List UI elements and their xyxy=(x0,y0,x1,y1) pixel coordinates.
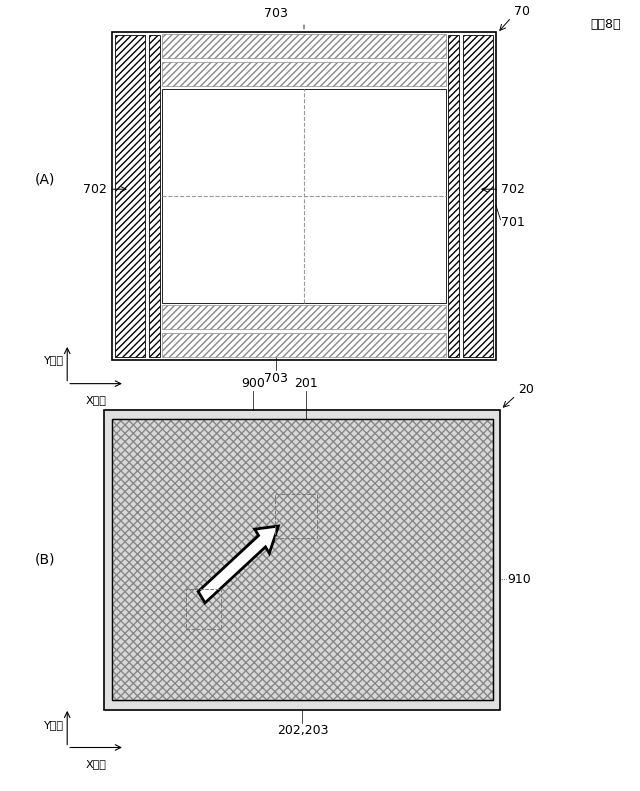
Bar xyxy=(162,35,446,58)
Text: X方向: X方向 xyxy=(86,759,106,770)
Text: 703: 703 xyxy=(264,372,287,384)
Text: 【図8】: 【図8】 xyxy=(590,18,621,31)
Bar xyxy=(112,419,493,700)
Text: (B): (B) xyxy=(35,553,55,566)
Bar xyxy=(104,410,500,710)
Text: Y方向: Y方向 xyxy=(44,355,64,365)
Text: 703: 703 xyxy=(264,7,287,20)
Text: 910: 910 xyxy=(507,573,531,586)
Text: 201: 201 xyxy=(294,377,318,390)
Text: 702: 702 xyxy=(501,183,525,195)
Bar xyxy=(112,32,496,360)
Bar xyxy=(162,333,446,357)
Bar xyxy=(112,419,493,700)
Bar xyxy=(162,305,446,329)
Bar xyxy=(275,494,317,538)
Bar xyxy=(162,89,446,303)
Bar xyxy=(112,419,493,700)
Bar xyxy=(448,35,459,357)
Text: 702: 702 xyxy=(83,183,107,195)
Text: 900: 900 xyxy=(241,377,265,390)
Text: (A): (A) xyxy=(35,172,55,187)
Bar xyxy=(115,35,145,357)
Text: 20: 20 xyxy=(518,384,534,396)
FancyArrow shape xyxy=(198,526,278,603)
Text: X方向: X方向 xyxy=(86,396,106,406)
Bar xyxy=(162,62,446,86)
Text: Y方向: Y方向 xyxy=(44,721,64,730)
Text: 701: 701 xyxy=(501,215,525,229)
Text: 70: 70 xyxy=(514,6,530,18)
Bar xyxy=(149,35,160,357)
Bar xyxy=(186,589,221,629)
Bar xyxy=(463,35,493,357)
Text: 202,203: 202,203 xyxy=(276,724,328,736)
